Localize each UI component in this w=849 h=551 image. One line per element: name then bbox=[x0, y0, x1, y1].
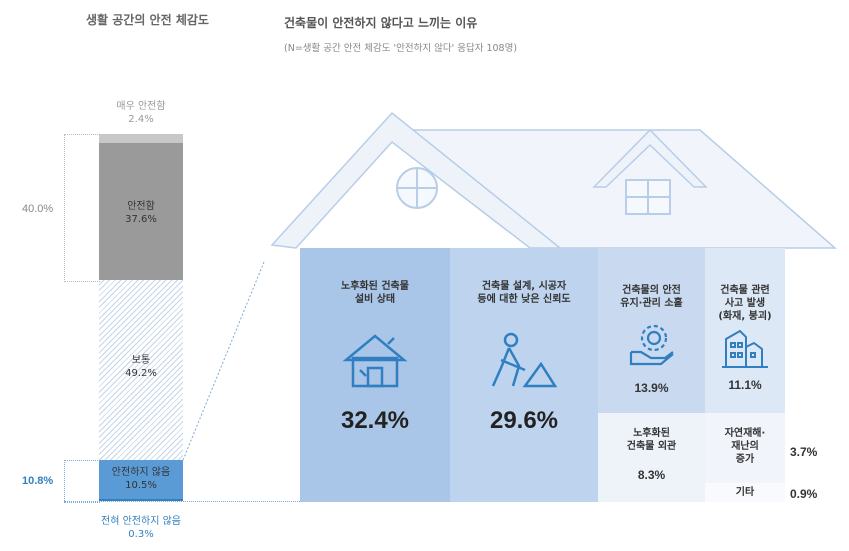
reason-cell-other: 기타 bbox=[705, 483, 785, 502]
safe-bracket bbox=[64, 134, 100, 282]
bar-segment-unsafe bbox=[99, 460, 183, 499]
reason-cell-aging-exterior: 노후화된 건축물 외관 8.3% bbox=[598, 413, 705, 502]
bar-segment-very-safe bbox=[99, 134, 183, 143]
safe-total: 40.0% bbox=[22, 203, 54, 215]
very-unsafe-label: 전혀 안전하지 않음 0.3% bbox=[101, 516, 181, 540]
unsafe-bracket bbox=[64, 460, 100, 503]
unsafe-label: 안전하지 않음 10.5% bbox=[111, 467, 171, 491]
construction-worker-icon bbox=[491, 332, 558, 388]
reason-cell-low-trust: 건축물 설계, 시공자 등에 대한 낮은 신뢰도 29.6% bbox=[450, 248, 598, 502]
unsafe-total: 10.8% bbox=[22, 475, 54, 487]
bar-segment-normal bbox=[99, 280, 183, 460]
reason-cell-aging-facilities: 노후화된 건축물 설비 상태 32.4% bbox=[300, 248, 450, 502]
right-subtitle: (N=생활 공간 안전 체감도 '안전하지 않다' 응답자 108명) bbox=[284, 43, 518, 54]
reason-cell-maintenance-neglect: 건축물의 안전 유지·관리 소홀 13.9% bbox=[598, 248, 705, 413]
left-title: 생활 공간의 안전 체감도 bbox=[86, 13, 209, 27]
very-safe-label: 매우 안전함 2.4% bbox=[116, 101, 166, 125]
damaged-house-icon bbox=[342, 334, 408, 388]
normal-label: 보통 49.2% bbox=[125, 355, 157, 379]
bar-segment-very-unsafe bbox=[99, 499, 183, 501]
base-dotted-line bbox=[64, 501, 300, 502]
reason-cell-natural-disaster: 자연재해· 재난의 증가 bbox=[705, 413, 785, 483]
right-title: 건축물이 안전하지 않다고 느끼는 이유 bbox=[284, 16, 478, 30]
safe-label: 안전함 37.6% bbox=[125, 201, 157, 225]
gear-hand-icon bbox=[629, 324, 674, 366]
collapsed-building-icon bbox=[722, 329, 768, 368]
other-value: 0.9% bbox=[790, 487, 818, 501]
reason-cell-building-accidents: 건축물 관련 사고 발생 (화재, 붕괴) 11.1% bbox=[705, 248, 785, 413]
bar-segment-safe bbox=[99, 143, 183, 280]
natural-disaster-value: 3.7% bbox=[790, 445, 818, 459]
